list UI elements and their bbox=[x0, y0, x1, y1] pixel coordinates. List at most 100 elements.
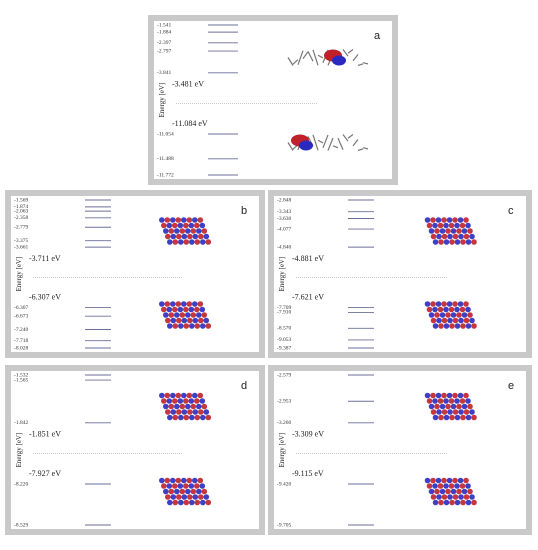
orbital bbox=[459, 306, 466, 313]
orbital bbox=[179, 488, 186, 495]
orbital bbox=[432, 499, 439, 506]
orbital bbox=[465, 398, 471, 404]
orbital bbox=[188, 222, 195, 229]
orbital bbox=[443, 499, 450, 506]
homo-label: -6.307 eV bbox=[29, 292, 61, 301]
orbital bbox=[456, 228, 462, 234]
panel-label: b bbox=[241, 205, 247, 217]
orbital bbox=[465, 239, 472, 245]
orbital bbox=[471, 239, 477, 245]
level-label: -2.397 bbox=[157, 40, 171, 46]
orbital bbox=[452, 409, 459, 415]
orbital bbox=[457, 392, 464, 399]
bond bbox=[287, 57, 294, 66]
orbital bbox=[197, 301, 204, 307]
orbital bbox=[450, 488, 457, 495]
orbital bbox=[437, 222, 444, 229]
lumo-label: -4.881 eV bbox=[292, 254, 324, 263]
orbital bbox=[450, 228, 457, 234]
orbital bbox=[176, 317, 182, 324]
orbital bbox=[434, 228, 440, 234]
orbital bbox=[165, 233, 171, 240]
orbital bbox=[170, 392, 176, 399]
orbital bbox=[178, 414, 184, 421]
orbital bbox=[159, 217, 165, 223]
orbital bbox=[181, 392, 187, 399]
orbital bbox=[161, 222, 167, 229]
axis-label: Energy [eV] bbox=[15, 257, 23, 292]
level-label: -3.375 bbox=[14, 238, 28, 244]
level-label: -8.220 bbox=[14, 481, 28, 487]
molecule-image bbox=[424, 217, 477, 245]
orbital bbox=[439, 228, 446, 234]
panel-label: d bbox=[241, 380, 247, 392]
orbital bbox=[430, 301, 436, 307]
orbital bbox=[205, 323, 212, 329]
lumo-label: -3.481 eV bbox=[172, 80, 204, 89]
orbital bbox=[456, 312, 462, 318]
orbital bbox=[198, 233, 204, 240]
orbital bbox=[454, 499, 461, 506]
orbital bbox=[194, 222, 200, 229]
level-label: -1.532 bbox=[14, 372, 28, 378]
orbital bbox=[432, 398, 438, 404]
orbital bbox=[172, 222, 178, 229]
orbital bbox=[471, 414, 477, 421]
axis-label: Energy [eV] bbox=[15, 433, 23, 468]
level-label: -7.709 bbox=[277, 305, 291, 311]
level-label: -1.541 bbox=[157, 22, 171, 28]
orbital bbox=[164, 301, 171, 307]
orbital bbox=[426, 398, 433, 404]
molecule-image bbox=[287, 49, 369, 66]
orbital bbox=[446, 392, 453, 399]
orbital bbox=[459, 483, 466, 489]
orbital bbox=[438, 239, 444, 245]
orbital bbox=[460, 323, 466, 329]
orbital bbox=[196, 403, 202, 410]
orbital bbox=[178, 239, 184, 245]
orbital bbox=[446, 301, 453, 307]
orbital bbox=[441, 317, 448, 324]
panel-area bbox=[274, 371, 526, 529]
orbital bbox=[471, 323, 477, 329]
orbital bbox=[441, 477, 447, 484]
orbital bbox=[443, 323, 450, 329]
orbital bbox=[452, 392, 458, 399]
orbital bbox=[449, 323, 455, 329]
orbital bbox=[163, 488, 169, 495]
orbital bbox=[461, 228, 468, 234]
level-label: -4.077 bbox=[277, 226, 291, 232]
orbital bbox=[185, 312, 191, 318]
orbital bbox=[435, 392, 442, 399]
orbital bbox=[194, 323, 201, 329]
orbital bbox=[432, 239, 439, 245]
orbital bbox=[177, 398, 184, 404]
orbital bbox=[189, 323, 195, 329]
orbital bbox=[447, 409, 453, 415]
orbital bbox=[448, 398, 455, 404]
level-label: -11.772 bbox=[157, 172, 174, 178]
level-label: -1.842 bbox=[14, 420, 28, 426]
orbital bbox=[168, 403, 175, 410]
orbital bbox=[461, 312, 468, 318]
orbital bbox=[177, 483, 184, 489]
orbital bbox=[163, 403, 169, 410]
orbital bbox=[463, 317, 470, 324]
orbital bbox=[200, 499, 206, 506]
orbital bbox=[167, 239, 173, 245]
orbital bbox=[459, 222, 466, 229]
orbital bbox=[188, 483, 195, 489]
orbital bbox=[201, 228, 208, 234]
orbital bbox=[463, 392, 469, 399]
orbital bbox=[205, 239, 212, 245]
orbital bbox=[441, 217, 447, 223]
level-label: -11.054 bbox=[157, 131, 174, 137]
orbital bbox=[463, 494, 470, 500]
panel: b Energy [eV] -1.569-1.874-2.063-2.358 -2.7… bbox=[5, 190, 265, 358]
homo-label: -7.621 eV bbox=[292, 292, 324, 301]
orbital bbox=[454, 222, 460, 229]
orbital bbox=[445, 228, 451, 234]
orbital bbox=[194, 239, 201, 245]
orbital bbox=[185, 403, 191, 410]
orbital bbox=[178, 499, 184, 506]
